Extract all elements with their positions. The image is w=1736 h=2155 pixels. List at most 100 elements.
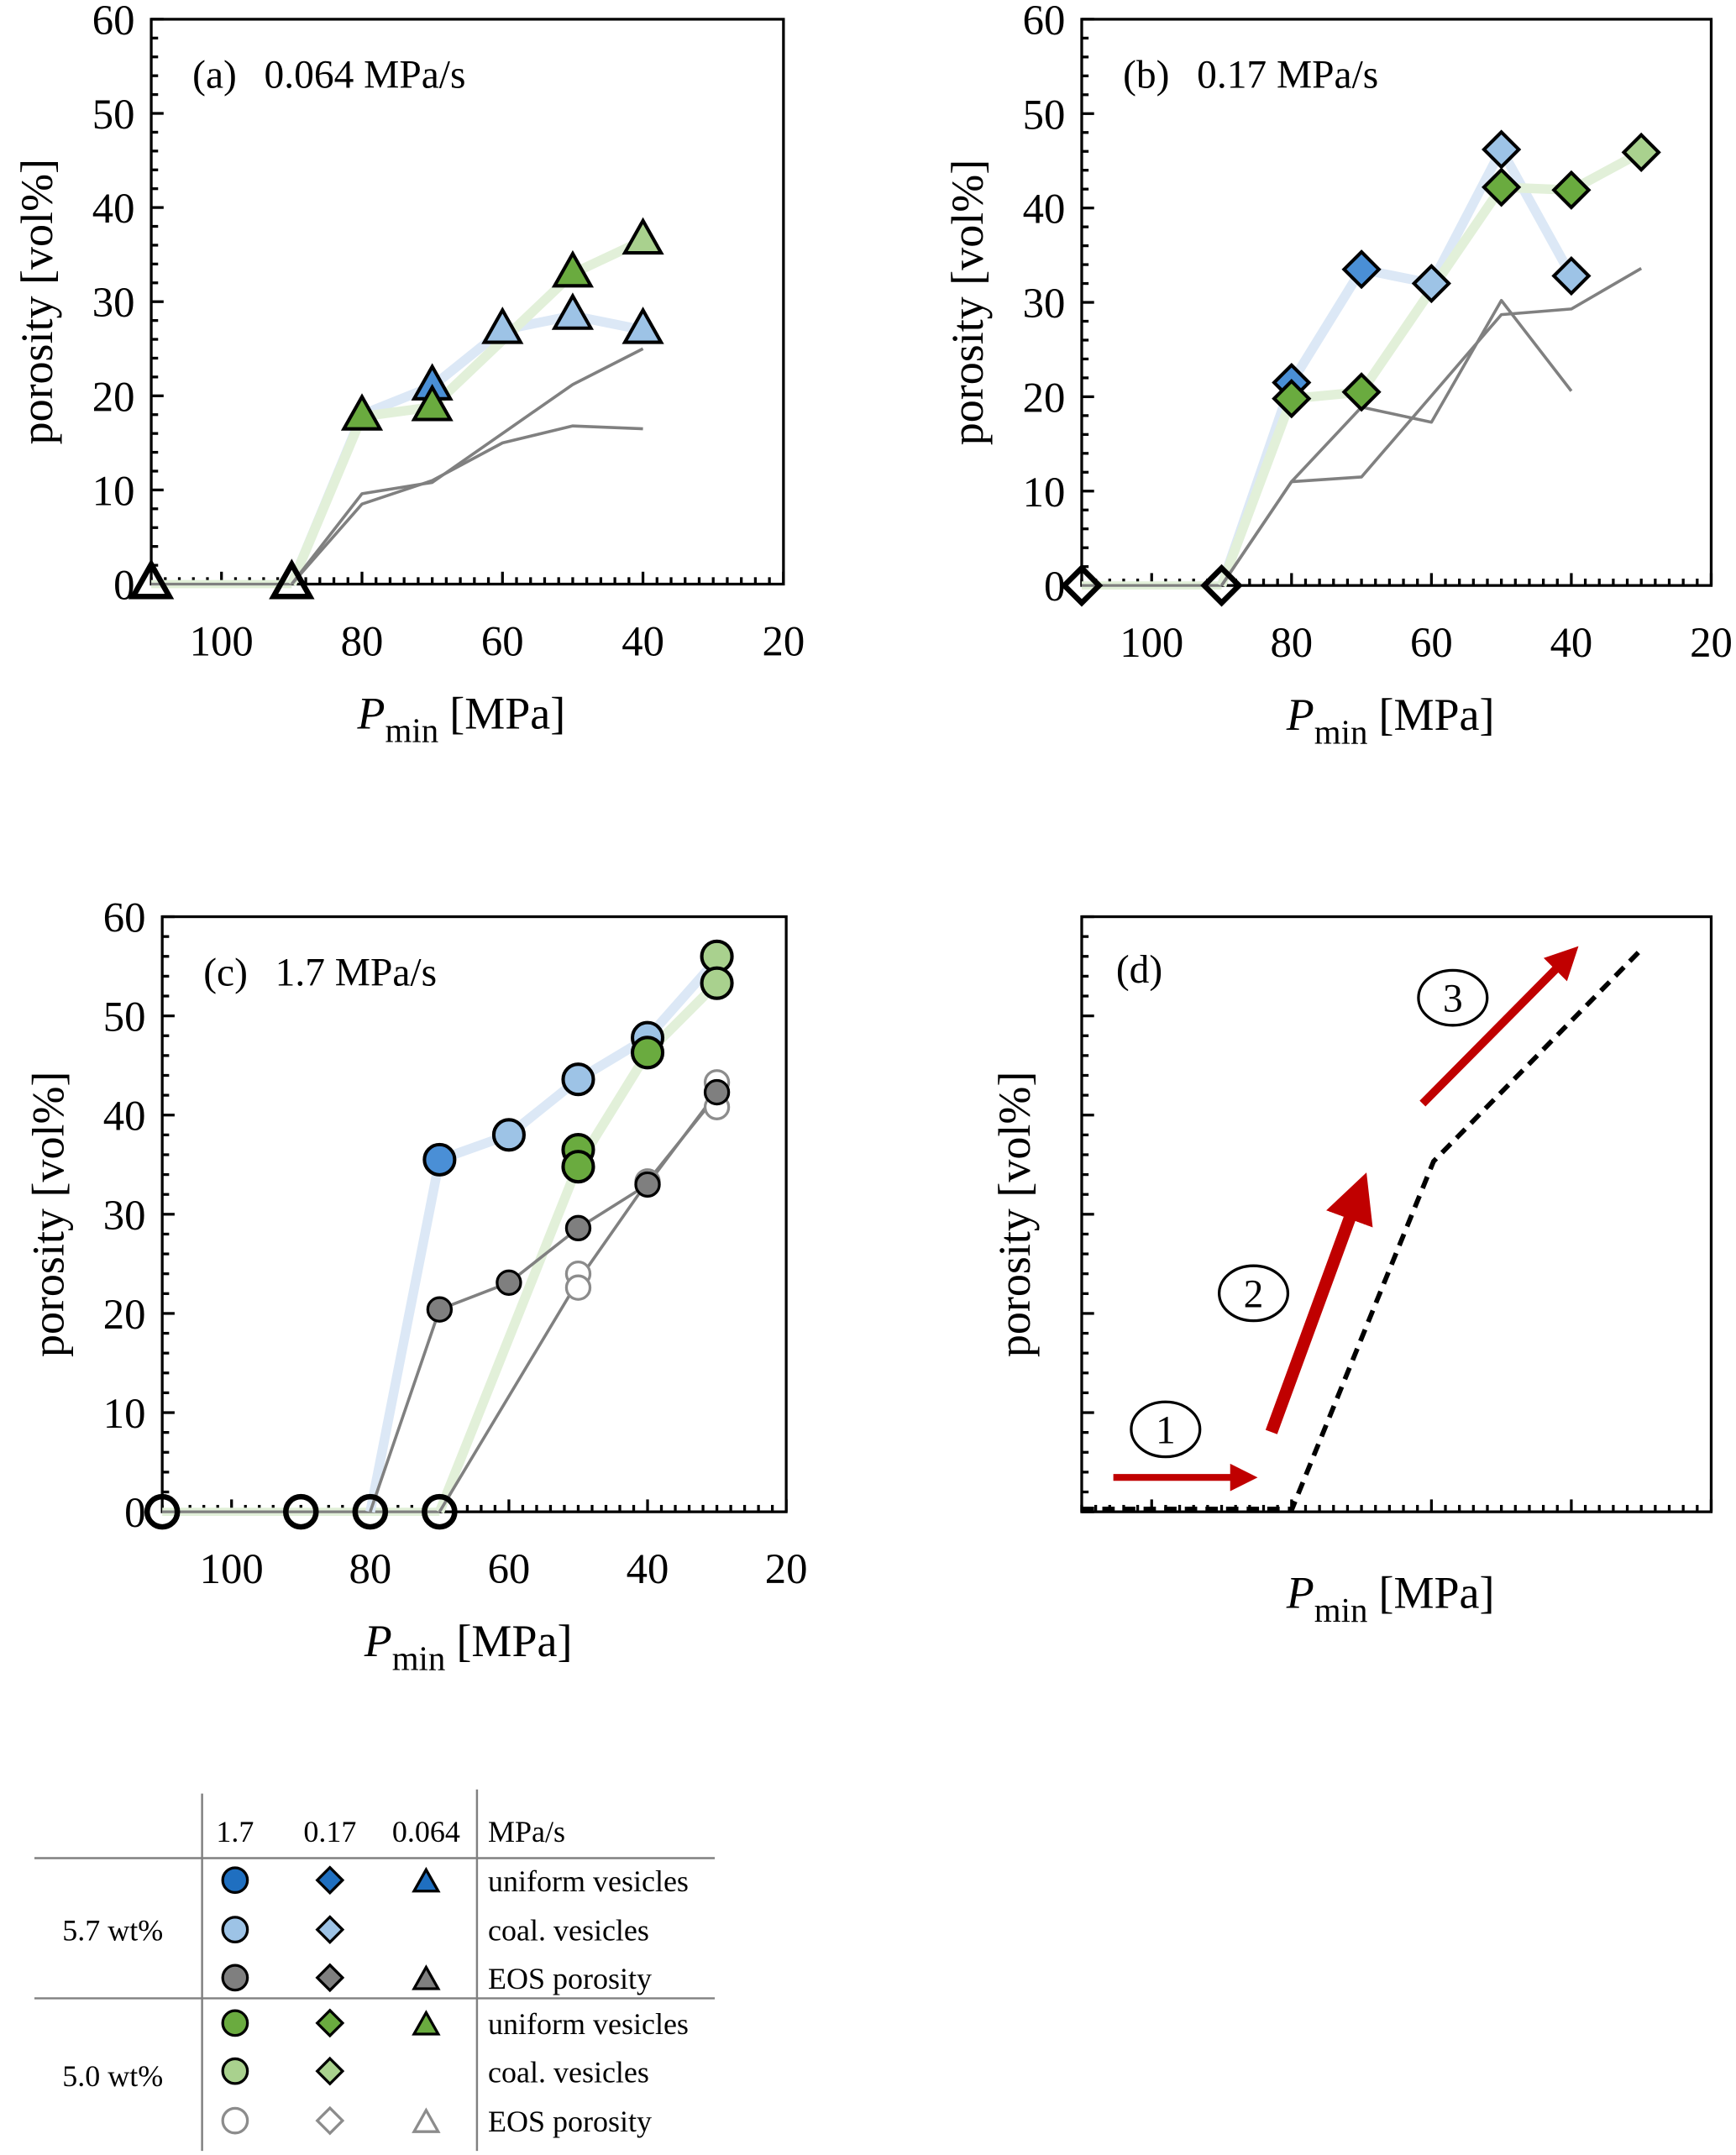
y-tick-label: 20 [103, 1291, 146, 1338]
legend-marker-coal_5_0-circle [221, 2057, 249, 2085]
y-tick-label: 30 [1023, 280, 1066, 327]
series-line-coal_5_7_line [1217, 144, 1576, 588]
x-label-subscript: min [385, 712, 439, 750]
panel-rate: 1.7 MPa/s [275, 951, 437, 994]
y-tick-label: 50 [103, 994, 146, 1041]
data-point-coal_5_7 [621, 307, 664, 344]
x-tick-label: 20 [1690, 619, 1733, 666]
x-label-unit: [MPa] [1379, 689, 1495, 740]
x-label-symbol: P [1286, 689, 1314, 740]
series-line-green_line [287, 236, 646, 586]
legend-row-label: uniform vesicles [488, 1864, 689, 1898]
y-tick-label: 40 [92, 185, 135, 232]
y-tick-label: 50 [1023, 91, 1066, 138]
x-tick-label: 60 [488, 1545, 531, 1592]
data-point-zero [128, 558, 175, 600]
x-tick-label: 100 [1120, 619, 1183, 666]
x-tick-label: 20 [765, 1545, 808, 1592]
stage-1-circle [1130, 1400, 1202, 1459]
legend-marker-eos_5_7-triangle [412, 1964, 441, 1990]
data-point-uniform_5_0 [411, 384, 454, 422]
data-point-uniform_5_0 [1272, 379, 1312, 419]
y-tick-label: 10 [1023, 469, 1066, 516]
x-tick-label: 20 [762, 618, 805, 665]
data-point-coal_5_7 [1551, 255, 1592, 296]
x-tick-label: 60 [481, 618, 524, 665]
panel-rate: 0.064 MPa/s [265, 54, 466, 97]
x-tick-label: 100 [200, 1545, 264, 1592]
x-tick-label: 80 [349, 1545, 391, 1592]
legend-marker-eos_5_0-diamond [315, 2105, 345, 2136]
y-axis-label: porosity [vol%] [23, 1072, 73, 1357]
series-line-eos_5_7 [1220, 298, 1573, 587]
data-point-eos_5_7 [703, 1078, 731, 1106]
legend-marker-eos_5_0-circle [221, 2106, 249, 2135]
y-tick-label: 60 [103, 894, 146, 941]
x-axis-label: Pmin [MPa] [364, 1616, 573, 1677]
schematic-curve [1081, 946, 1644, 1512]
panel-a: 0 10 20 30 40 50 60 100 80 60 40 20 Pmin [MPa] porosit… [12, 0, 805, 750]
y-tick-label: 50 [92, 91, 135, 138]
y-tick-label: 20 [92, 373, 135, 420]
y-tick-label: 0 [124, 1489, 145, 1536]
data-point-zero [144, 1493, 181, 1530]
panel-rate: 0.17 MPa/s [1197, 54, 1378, 97]
stage-3-label: 3 [1443, 977, 1463, 1020]
y-tick-label: 30 [103, 1192, 146, 1239]
y-tick-label: 60 [92, 0, 135, 44]
y-tick-label: 40 [103, 1093, 146, 1140]
plot-frame [149, 18, 785, 586]
legend-marker-uniform_5_0-circle [221, 2009, 249, 2037]
legend-marker-eos_5_7-diamond [315, 1963, 345, 1993]
legend-header: 0.17 [303, 1815, 356, 1848]
data-point-coal_5_7 [1482, 129, 1522, 170]
data-point-eos_5_7 [426, 1296, 454, 1323]
y-tick-label: 20 [1023, 374, 1066, 421]
x-axis-label: Pmin [MPa] [1286, 1568, 1495, 1629]
legend-marker-coal_5_0-diamond [315, 2056, 345, 2086]
panel-d: Pmin [MPa] porosity [vol%] 1 2 3 (d) [989, 915, 1713, 1629]
data-point-uniform_5_0 [551, 249, 595, 288]
legend-row-label: uniform vesicles [488, 2007, 689, 2041]
legend-marker-uniform_5_0-triangle [412, 2010, 441, 2036]
panel-letter: (a) [192, 54, 237, 97]
x-label-subscript: min [392, 1639, 446, 1677]
data-point-eos_5_7 [496, 1269, 522, 1296]
data-point-coal_5_7 [1411, 263, 1451, 304]
stage-2-arrow [1265, 1172, 1373, 1434]
y-axis-label: porosity [vol%] [942, 160, 993, 445]
legend-marker-coal_5_7-circle [221, 1916, 249, 1943]
legend-row-label: coal. vesicles [488, 2055, 649, 2089]
panel-letter: (d) [1116, 948, 1162, 992]
legend-header: 1.7 [216, 1815, 254, 1848]
x-axis-label: Pmin [MPa] [1286, 689, 1495, 751]
legend-row-label: coal. vesicles [488, 1914, 649, 1948]
stage-2-label: 2 [1244, 1272, 1264, 1316]
x-tick-label: 40 [627, 1545, 669, 1592]
series-line-green_line [435, 979, 721, 1514]
legend-marker-eos_5_0-triangle [412, 2107, 441, 2133]
data-point-coal_5_7 [491, 1118, 526, 1152]
legend-row-label: EOS porosity [488, 2105, 652, 2138]
y-tick-label: 0 [113, 562, 134, 609]
stage-3-arrow [1419, 946, 1579, 1107]
x-label-unit: [MPa] [449, 688, 565, 738]
panel-letter: (b) [1123, 54, 1169, 97]
x-tick-label: 100 [190, 618, 254, 665]
data-point-zero [282, 1493, 319, 1530]
data-point-uniform_5_7 [422, 1142, 457, 1177]
legend-marker-uniform_5_7_legend-circle [221, 1866, 249, 1895]
x-tick-label: 80 [1270, 619, 1313, 666]
x-tick-label: 80 [341, 618, 384, 665]
data-point-zero [352, 1493, 389, 1530]
data-point-uniform_5_0 [1551, 170, 1592, 210]
y-tick-label: 60 [1023, 0, 1066, 44]
x-label-unit: [MPa] [1379, 1568, 1495, 1618]
x-axis-label: Pmin [MPa] [357, 688, 566, 749]
legend-marker-coal_5_7-diamond [315, 1915, 345, 1944]
x-label-symbol: P [357, 688, 385, 738]
data-point-zero [422, 1493, 458, 1530]
panel-annotation: (a) 0.064 MPa/s [192, 54, 465, 97]
legend-marker-uniform_5_7_legend-triangle [412, 1866, 441, 1893]
